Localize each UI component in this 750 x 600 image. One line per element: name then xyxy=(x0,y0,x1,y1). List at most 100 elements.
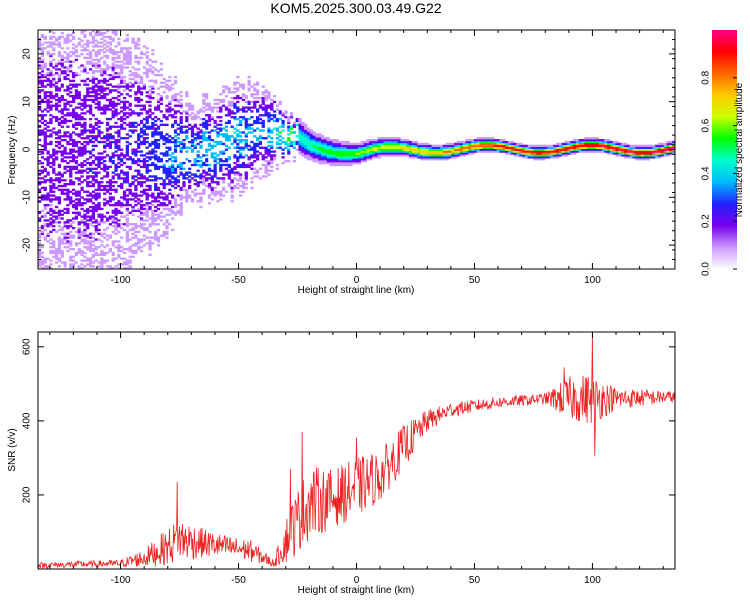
spectrogram-cell xyxy=(94,253,98,257)
spectrogram-cell xyxy=(312,137,316,140)
spectrogram-cell xyxy=(60,112,64,115)
spectrogram-cell xyxy=(289,116,294,119)
spectrogram-cell xyxy=(46,203,50,207)
spectrogram-cell xyxy=(391,142,396,146)
spectrogram-cell xyxy=(536,146,540,149)
spectrogram-cell xyxy=(202,123,206,126)
spectrogram-cell xyxy=(122,156,127,159)
spectrogram-cell xyxy=(445,144,449,148)
spectrogram-cell xyxy=(162,138,166,142)
spectrogram-cell xyxy=(236,156,240,159)
spectrogram-cell xyxy=(360,148,364,151)
spectrogram-cell xyxy=(88,152,93,155)
spectrogram-cell xyxy=(105,133,110,136)
spectrogram-cell xyxy=(49,259,53,262)
spectrogram-cell xyxy=(88,242,93,245)
spectrogram-cell xyxy=(120,75,124,79)
spectrogram-cell xyxy=(377,148,381,151)
spectrogram-cell xyxy=(125,181,129,184)
spectrogram-cell xyxy=(335,146,339,149)
spectrogram-cell xyxy=(77,223,81,226)
spectrogram-cell xyxy=(343,148,347,151)
spectrogram-cell xyxy=(343,152,347,155)
spectrogram-cell xyxy=(162,232,166,235)
spectrogram-cell xyxy=(165,194,169,197)
spectrogram-cell xyxy=(295,148,299,151)
spectrogram-cell xyxy=(103,186,107,190)
spectrogram-cell xyxy=(202,188,206,192)
spectrogram-cell xyxy=(196,116,200,119)
spectrogram-cell xyxy=(278,138,282,142)
spectrogram-cell xyxy=(94,188,98,192)
spectrogram-cell xyxy=(287,127,291,130)
spectrogram-cell xyxy=(236,75,240,79)
spectrogram-cell xyxy=(173,93,178,96)
spectrogram-cell xyxy=(171,165,175,169)
spectrogram-cell xyxy=(216,142,220,146)
spectrogram-cell xyxy=(63,192,67,195)
spectrogram-cell xyxy=(122,58,127,61)
spectrogram-cell xyxy=(369,146,373,149)
spectrogram-cell xyxy=(629,156,633,159)
spectrogram-cell xyxy=(190,104,195,107)
spectrogram-cell xyxy=(122,257,127,260)
spectrogram-cell xyxy=(145,179,149,182)
spectrogram-cell xyxy=(230,190,234,193)
spectrogram-cell xyxy=(394,144,398,148)
spectrogram-cell xyxy=(173,179,178,182)
spectrogram-cell xyxy=(46,240,50,243)
spectrogram-cell xyxy=(394,146,398,149)
spectrogram-cell xyxy=(134,192,138,195)
spectrogram-cell xyxy=(323,161,328,165)
spectrogram-cell xyxy=(374,138,379,142)
spectrogram-cell xyxy=(462,152,466,155)
spectrogram-cell xyxy=(397,150,401,153)
spectrogram-cell xyxy=(69,171,73,174)
spectrogram-cell xyxy=(117,203,121,207)
spectrogram-cell xyxy=(122,104,127,107)
spectrogram-cell xyxy=(111,112,115,115)
spectrogram-cell xyxy=(256,91,260,94)
spectrogram-cell xyxy=(318,135,322,138)
spectrogram-cell xyxy=(94,52,98,56)
spectrogram-cell xyxy=(74,171,79,174)
spectrogram-cell xyxy=(91,85,96,88)
spectrogram-cell xyxy=(156,108,161,111)
spectrogram-cell xyxy=(156,192,161,195)
spectrogram-cell xyxy=(544,152,548,155)
spectrogram-cell xyxy=(278,146,282,149)
spectrogram-cell xyxy=(88,156,93,159)
spectrogram-cell xyxy=(338,160,342,163)
spectrogram-cell xyxy=(108,234,113,237)
spectrogram-cell xyxy=(244,127,248,130)
spectrogram-cell xyxy=(275,104,280,107)
spectrogram-cell xyxy=(490,146,495,149)
spectrogram-cell xyxy=(86,110,90,113)
spectrogram-cell xyxy=(125,198,129,201)
spectrogram-cell xyxy=(40,215,45,218)
spectrogram-cell xyxy=(154,186,158,190)
spectrogram-cell xyxy=(49,104,53,107)
spectrogram-cell xyxy=(69,225,73,228)
spectrogram-cell xyxy=(329,150,333,153)
spectrogram-cell xyxy=(176,123,180,126)
spectrogram-cell xyxy=(649,144,653,148)
spectrogram-cell xyxy=(624,150,628,153)
spectrogram-cell xyxy=(420,148,424,151)
spectrogram-cell xyxy=(154,140,158,144)
spectrogram-cell xyxy=(91,98,96,102)
spectrogram-cell xyxy=(578,148,582,151)
spectrogram-cell xyxy=(91,140,96,144)
spectrogram-cell xyxy=(573,150,577,153)
spectrogram-cell xyxy=(239,194,243,197)
spectrogram-cell xyxy=(213,140,217,144)
spectrogram-cell xyxy=(304,133,308,136)
spectrogram-cell xyxy=(193,116,197,119)
spectrogram-cell xyxy=(117,253,121,257)
spectrogram-cell xyxy=(646,158,650,161)
spectrogram-cell xyxy=(105,181,110,184)
spectrogram-cell xyxy=(120,171,124,174)
spectrogram-cell xyxy=(60,125,64,128)
spectrogram-cell xyxy=(156,144,161,148)
spectrogram-cell xyxy=(346,158,350,161)
